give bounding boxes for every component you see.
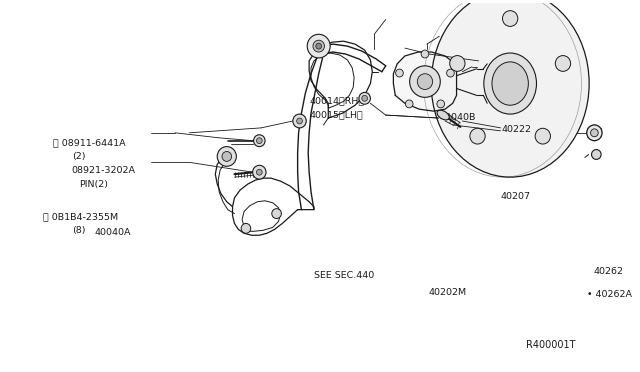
- Text: SEE SEC.440: SEE SEC.440: [314, 271, 374, 280]
- Text: 40040A: 40040A: [95, 228, 131, 237]
- Circle shape: [222, 151, 232, 161]
- Text: R400001T: R400001T: [527, 340, 576, 350]
- Circle shape: [257, 169, 262, 175]
- Circle shape: [253, 135, 265, 147]
- Circle shape: [535, 128, 550, 144]
- Circle shape: [556, 55, 571, 71]
- Circle shape: [437, 100, 445, 108]
- Text: Ⓝ 08911-6441A: Ⓝ 08911-6441A: [52, 138, 125, 147]
- Circle shape: [421, 50, 429, 58]
- Circle shape: [359, 92, 371, 104]
- Circle shape: [241, 224, 251, 233]
- Circle shape: [405, 100, 413, 108]
- Text: 40014〈RH〉: 40014〈RH〉: [309, 97, 364, 106]
- Circle shape: [217, 147, 236, 166]
- Circle shape: [253, 165, 266, 179]
- Circle shape: [587, 125, 602, 141]
- Circle shape: [470, 128, 485, 144]
- Text: (2): (2): [72, 152, 85, 161]
- Ellipse shape: [431, 0, 589, 177]
- Ellipse shape: [437, 110, 449, 120]
- Circle shape: [591, 150, 601, 160]
- Circle shape: [450, 55, 465, 71]
- Circle shape: [591, 129, 598, 137]
- Text: 40015〈LH〉: 40015〈LH〉: [309, 110, 363, 119]
- Circle shape: [316, 43, 321, 49]
- Circle shape: [396, 69, 403, 77]
- Text: 40222: 40222: [502, 125, 532, 134]
- Text: 40040B: 40040B: [439, 113, 476, 122]
- Text: 40262: 40262: [593, 267, 623, 276]
- Circle shape: [293, 114, 307, 128]
- Ellipse shape: [484, 53, 536, 114]
- Circle shape: [297, 118, 303, 124]
- Circle shape: [447, 69, 454, 77]
- Ellipse shape: [492, 62, 529, 105]
- Text: Ⓑ 0B1B4-2355M: Ⓑ 0B1B4-2355M: [43, 212, 118, 221]
- Circle shape: [362, 95, 367, 101]
- Text: 40207: 40207: [500, 192, 531, 201]
- Circle shape: [410, 66, 440, 97]
- Text: • 40262A: • 40262A: [587, 290, 632, 299]
- Circle shape: [502, 11, 518, 26]
- Circle shape: [417, 74, 433, 89]
- Text: PIN(2): PIN(2): [79, 180, 108, 189]
- Circle shape: [313, 40, 324, 52]
- Text: (8): (8): [72, 226, 85, 235]
- Circle shape: [272, 209, 282, 218]
- Text: 08921-3202A: 08921-3202A: [72, 166, 136, 175]
- Text: 40202M: 40202M: [429, 288, 467, 297]
- Polygon shape: [394, 52, 456, 111]
- Circle shape: [307, 34, 330, 58]
- Circle shape: [257, 138, 262, 144]
